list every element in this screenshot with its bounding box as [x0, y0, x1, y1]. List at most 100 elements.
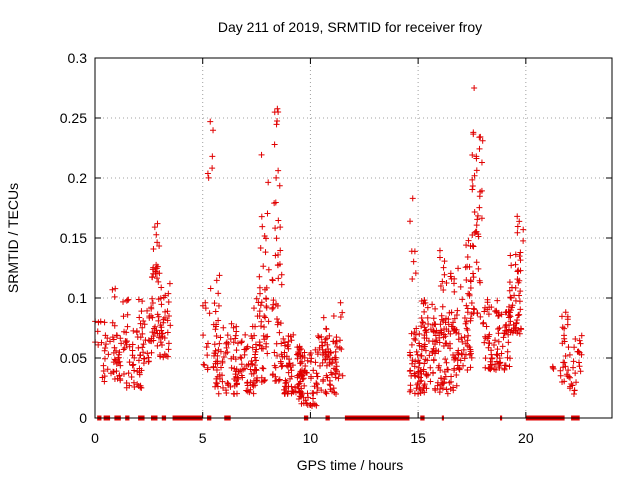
data-point [204, 170, 211, 177]
grid-lines [95, 58, 612, 418]
data-point [479, 137, 486, 144]
data-point [213, 366, 220, 373]
data-point [427, 378, 434, 385]
data-point [326, 377, 333, 384]
data-point [308, 355, 315, 362]
data-point [144, 350, 151, 357]
data-point [418, 323, 425, 330]
data-point [260, 365, 267, 372]
data-point [485, 333, 492, 340]
data-point [516, 218, 523, 225]
data-point [136, 365, 143, 372]
data-point [453, 371, 460, 378]
data-point [287, 375, 294, 382]
data-point [337, 314, 344, 321]
data-point [220, 324, 227, 331]
data-point [453, 329, 460, 336]
data-point [234, 340, 241, 347]
data-point [567, 374, 574, 381]
data-point [461, 315, 468, 322]
data-point [291, 384, 298, 391]
data-point [272, 225, 279, 232]
data-point [243, 387, 250, 394]
data-point [488, 362, 495, 369]
data-point [242, 331, 249, 338]
x-tick-label: 0 [91, 430, 99, 446]
data-point [114, 375, 121, 382]
data-point [116, 349, 123, 356]
y-tick-label: 0.05 [60, 350, 87, 366]
data-point [471, 306, 478, 313]
data-point [489, 354, 496, 361]
data-point [319, 342, 326, 349]
data-point [122, 337, 129, 344]
data-point [324, 374, 331, 381]
data-point [508, 284, 515, 291]
data-point [520, 237, 527, 244]
data-point [561, 332, 568, 339]
data-point [453, 382, 460, 389]
data-point [238, 338, 245, 345]
data-point [274, 316, 280, 323]
data-point [273, 121, 280, 128]
data-point [572, 335, 579, 342]
data-point [263, 343, 270, 350]
data-point [508, 304, 515, 311]
data-point [573, 379, 580, 386]
data-point [412, 373, 419, 380]
data-point [441, 325, 448, 332]
data-point [158, 324, 165, 331]
data-point [330, 312, 337, 319]
data-point [477, 279, 484, 286]
data-point [165, 312, 172, 319]
data-point-peak [337, 299, 344, 306]
data-point [125, 370, 132, 377]
data-point [141, 321, 148, 328]
data-point [407, 218, 414, 225]
data-point [201, 362, 208, 369]
data-point [238, 339, 245, 346]
data-point [465, 290, 472, 297]
data-point [298, 346, 305, 353]
data-point [464, 253, 471, 260]
data-point [494, 297, 501, 304]
data-point [227, 336, 234, 343]
data-point [440, 264, 447, 271]
data-point [464, 327, 471, 334]
data-point [476, 204, 483, 211]
data-point [301, 368, 308, 375]
data-point [300, 394, 307, 401]
data-point [274, 105, 281, 112]
data-point [225, 382, 232, 389]
data-point [211, 341, 218, 348]
data-point [436, 339, 443, 346]
data-point [149, 274, 156, 281]
data-point [492, 366, 499, 373]
data-point [130, 379, 137, 386]
data-point [507, 252, 514, 259]
data-point [259, 223, 266, 230]
data-point [260, 332, 267, 339]
data-point [215, 317, 222, 324]
data-point [130, 327, 137, 334]
data-point [468, 299, 475, 306]
data-point [313, 380, 320, 387]
data-point [425, 320, 432, 327]
data-point [432, 321, 439, 328]
data-point [153, 265, 160, 272]
data-point [295, 350, 302, 357]
data-point [262, 249, 269, 256]
data-point [262, 235, 269, 242]
data-point [264, 210, 271, 217]
data-point [272, 252, 279, 259]
data-point [312, 359, 319, 366]
data-point [424, 357, 431, 364]
data-point [313, 381, 320, 388]
y-axis-label: SRMTID / TECUs [5, 183, 21, 293]
data-point [464, 337, 471, 344]
data-point [250, 305, 257, 312]
data-point [248, 360, 255, 367]
data-point [459, 296, 466, 303]
data-point [269, 372, 276, 379]
